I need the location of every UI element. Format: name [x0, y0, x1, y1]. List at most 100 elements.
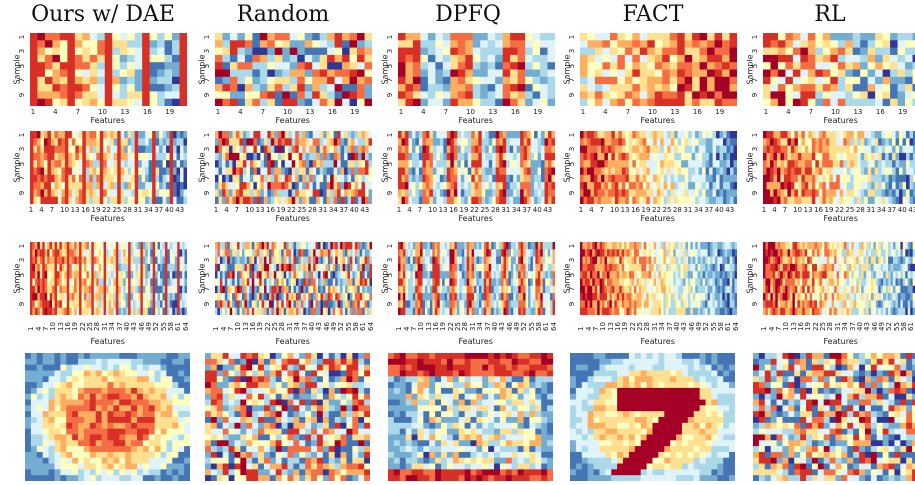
- heat-cell: [284, 131, 289, 139]
- heat-cell: [783, 145, 788, 154]
- heat-cell: [120, 256, 124, 265]
- heat-cell: [481, 196, 486, 204]
- heat-cell: [283, 278, 287, 287]
- heat-cell: [68, 138, 73, 146]
- heat-cell: [719, 167, 724, 176]
- heat-cell: [179, 293, 183, 301]
- heat-cell: [540, 54, 548, 63]
- heat-cell: [364, 285, 368, 294]
- heat-cell: [249, 271, 253, 279]
- heat-cell: [221, 145, 226, 154]
- heat-cell: [184, 263, 187, 272]
- heat-cell: [218, 152, 223, 161]
- heat-cell: [278, 285, 282, 294]
- heat-cell: [47, 263, 51, 272]
- heat-cell: [113, 145, 118, 154]
- heat-cell: [719, 152, 724, 161]
- heat-cell: [646, 196, 651, 204]
- heat-cell: [525, 47, 533, 56]
- heat-cell: [450, 174, 455, 183]
- heat-cell: [506, 160, 511, 168]
- heat-cell: [96, 196, 101, 204]
- heat-cell: [422, 256, 426, 265]
- heat-cell: [322, 307, 326, 315]
- heat-cell: [617, 91, 626, 100]
- heat-cell: [340, 145, 345, 154]
- heat-cell: [44, 47, 53, 56]
- heat-cell: [472, 84, 481, 92]
- heat-cell: [878, 167, 883, 176]
- heat-cell: [176, 174, 181, 183]
- heat-cell: [660, 174, 665, 183]
- heat-cell: [315, 278, 319, 287]
- heat-cell: [830, 62, 839, 70]
- heat-cell: [241, 300, 245, 309]
- heat-cell: [276, 249, 280, 257]
- x-tick-label: 7: [808, 108, 814, 116]
- heat-cell: [439, 167, 444, 176]
- heat-cell: [602, 33, 611, 41]
- heat-cell: [229, 84, 238, 92]
- heat-cell: [783, 167, 788, 176]
- heat-cell: [150, 300, 154, 309]
- heat-cell: [639, 189, 644, 198]
- heat-cell: [259, 69, 268, 78]
- heat-cell: [284, 138, 289, 146]
- heat-cell: [318, 293, 321, 301]
- heat-cell: [684, 131, 689, 139]
- heat-cell: [106, 278, 109, 287]
- heat-cell: [722, 62, 730, 70]
- heat-cell: [347, 152, 352, 161]
- heat-cell: [777, 69, 786, 78]
- heat-cell: [540, 47, 548, 56]
- heat-cell: [411, 174, 416, 183]
- heat-cell: [853, 167, 858, 176]
- heat-cell: [166, 196, 170, 204]
- heat-cell: [305, 138, 310, 146]
- heat-cell: [308, 256, 312, 265]
- heat-cell: [776, 145, 781, 154]
- heat-cell: [801, 160, 806, 168]
- heat-cell: [237, 47, 246, 56]
- heat-cell: [769, 152, 774, 161]
- heat-cell: [590, 196, 595, 204]
- heat-cell: [276, 256, 280, 265]
- heat-cell: [541, 145, 545, 154]
- heat-cell: [291, 167, 296, 176]
- heat-cell: [354, 300, 358, 309]
- heat-cell: [609, 98, 618, 106]
- heat-cell: [298, 300, 302, 309]
- heat-cell: [457, 98, 466, 106]
- heat-cell: [169, 131, 174, 139]
- heat-cell: [337, 249, 341, 257]
- y-tick-label: 7: [751, 176, 760, 181]
- heat-cell: [429, 138, 434, 146]
- heat-cell: [119, 54, 128, 63]
- heat-cell: [801, 189, 806, 198]
- heat-cell: [74, 263, 78, 272]
- heat-cell: [541, 160, 545, 168]
- x-tick-label: 10: [466, 108, 475, 116]
- heat-cell: [120, 249, 124, 257]
- heat-cell: [874, 138, 879, 146]
- heat-cell: [763, 84, 771, 92]
- heat-cell: [172, 98, 180, 106]
- heat-cell: [229, 293, 233, 301]
- heat-cell: [264, 249, 267, 257]
- heat-cell: [417, 249, 421, 257]
- heat-cell: [57, 152, 62, 161]
- heat-cell: [215, 33, 223, 41]
- heat-cell: [709, 152, 713, 161]
- heat-cell: [899, 152, 903, 161]
- heat-cell: [333, 189, 338, 198]
- heat-cell: [875, 76, 884, 85]
- heat-cell: [722, 40, 730, 48]
- heat-cell: [551, 174, 555, 183]
- heat-cell: [96, 242, 100, 250]
- heat-cell: [323, 152, 328, 161]
- heat-cell: [639, 98, 648, 106]
- heat-cell: [310, 271, 314, 279]
- x-axis-label: Features: [90, 116, 125, 125]
- heat-cell: [815, 131, 820, 139]
- heat-cell: [68, 167, 73, 176]
